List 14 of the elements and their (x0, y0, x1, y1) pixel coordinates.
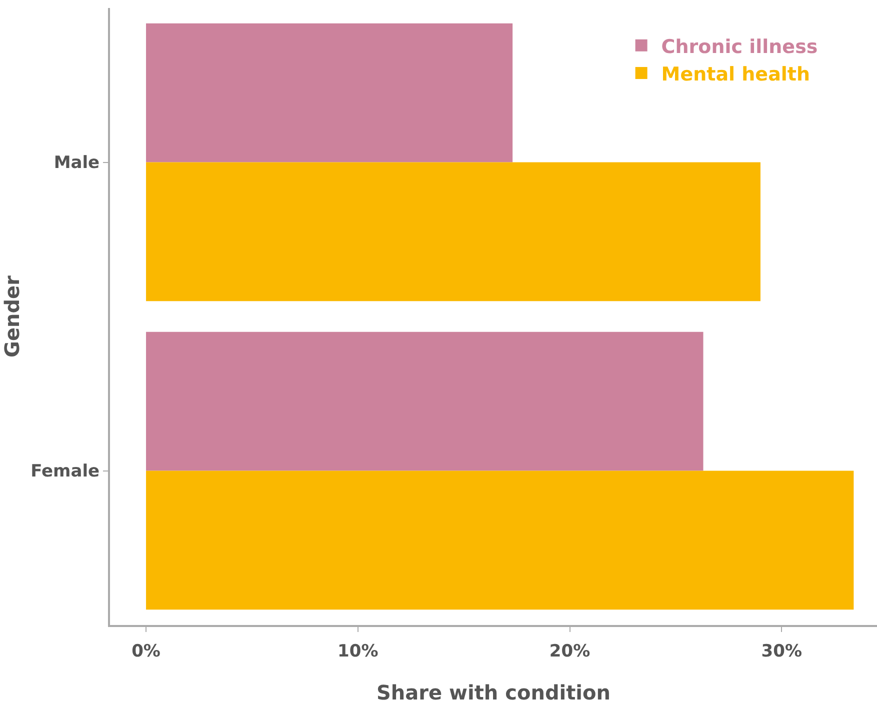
legend-label: Chronic illness (661, 36, 818, 58)
x-tick-label: 30% (761, 641, 802, 662)
y-axis-title: Gender (0, 275, 24, 358)
bar (146, 23, 513, 162)
x-tick-label: 0% (132, 641, 160, 662)
x-tick-label: 20% (549, 641, 590, 662)
y-tick-label: Male (54, 153, 100, 174)
x-tick-label: 10% (338, 641, 378, 662)
y-tick-label: Female (30, 462, 100, 482)
legend-label: Mental health (661, 63, 810, 86)
x-axis-title: Share with condition (376, 680, 611, 704)
bar (146, 470, 854, 610)
bar (146, 332, 704, 471)
bar (146, 162, 760, 302)
